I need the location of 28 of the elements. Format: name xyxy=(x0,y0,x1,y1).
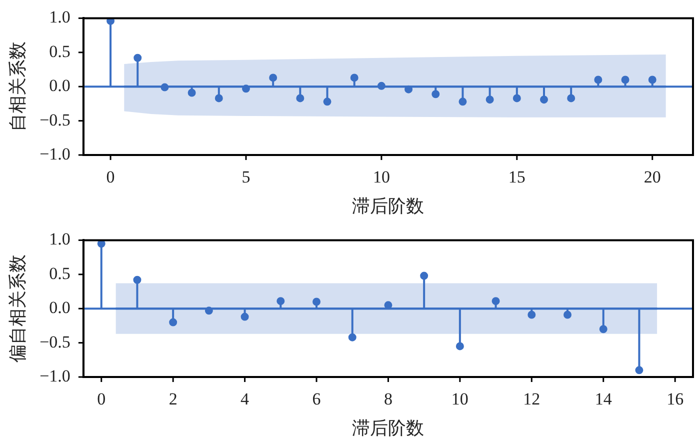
y-tick-label: 0.0 xyxy=(49,76,70,96)
x-tick-label: 8 xyxy=(384,390,392,409)
y-axis-title: 偏自相关系数 xyxy=(7,254,28,363)
x-tick-label: 4 xyxy=(240,390,250,409)
y-tick-label: 0.5 xyxy=(49,264,70,283)
x-tick-label: 12 xyxy=(523,390,540,409)
y-tick-label: −1.0 xyxy=(40,366,70,386)
x-tick-label: 10 xyxy=(451,390,468,409)
y-tick-label: 0.5 xyxy=(49,42,70,61)
y-tick-label: 1.0 xyxy=(49,8,70,27)
x-tick-label: 2 xyxy=(168,390,178,409)
x-tick-label: 0 xyxy=(97,390,106,409)
y-tick-label: −1.0 xyxy=(40,144,70,164)
y-axis-title: 自相关系数 xyxy=(7,42,28,132)
y-tick-label: −0.5 xyxy=(40,332,70,352)
x-tick-label: 6 xyxy=(312,390,321,409)
x-tick-label: 15 xyxy=(508,168,526,187)
x-tick-label: 0 xyxy=(106,168,115,187)
x-axis-title: 滞后阶数 xyxy=(352,418,424,439)
x-tick-label: 14 xyxy=(594,390,612,409)
y-tick-label: 0.0 xyxy=(49,298,70,318)
x-tick-label: 10 xyxy=(372,168,390,187)
x-tick-label: 16 xyxy=(666,390,684,409)
x-tick-label: 5 xyxy=(242,168,250,187)
x-tick-label: 20 xyxy=(644,168,661,187)
x-axis-title: 滞后阶数 xyxy=(352,196,424,217)
y-tick-label: 1.0 xyxy=(49,230,70,249)
y-tick-label: −0.5 xyxy=(40,110,70,130)
